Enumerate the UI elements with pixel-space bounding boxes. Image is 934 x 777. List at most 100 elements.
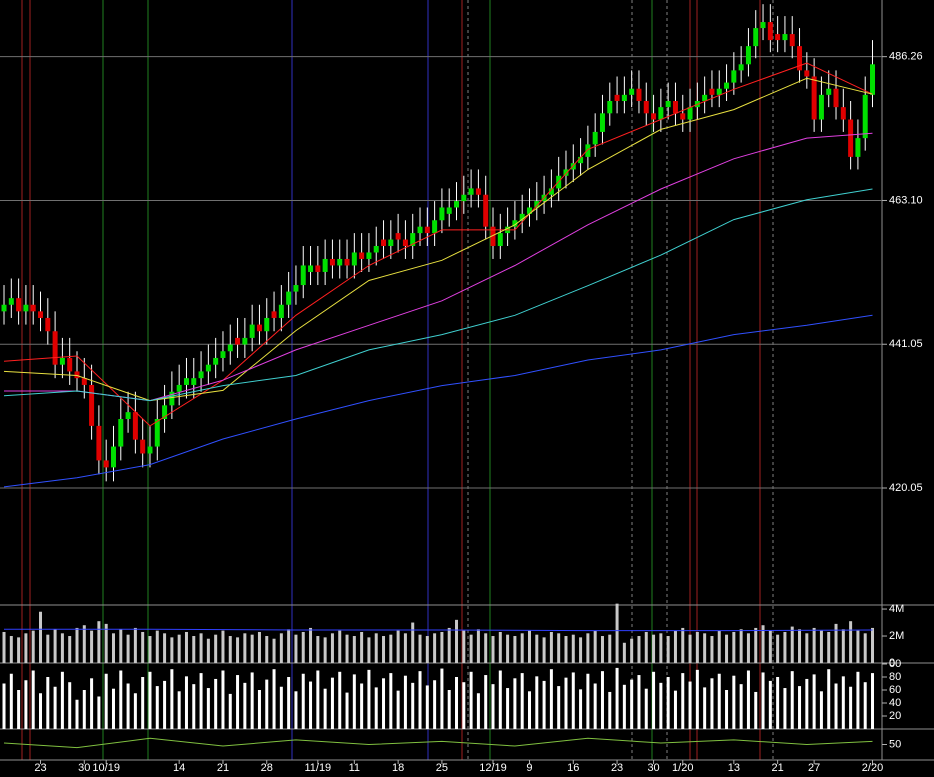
- bar: [805, 678, 809, 729]
- x-tick-label: 21: [772, 762, 784, 774]
- bar: [469, 634, 473, 663]
- bar: [608, 691, 612, 729]
- candle-body: [519, 213, 525, 221]
- bar: [243, 682, 247, 729]
- bar: [819, 691, 823, 729]
- bar: [236, 637, 240, 663]
- bar: [345, 692, 349, 729]
- bar: [673, 630, 677, 663]
- candle-body: [169, 391, 175, 406]
- bar: [257, 631, 261, 663]
- bar: [535, 634, 539, 663]
- candle-body: [497, 233, 503, 247]
- candle-body: [227, 344, 233, 352]
- candle-body: [534, 201, 540, 208]
- bar: [440, 668, 444, 729]
- bar: [841, 676, 845, 729]
- bar: [104, 673, 108, 729]
- candle-body: [709, 88, 715, 95]
- y-tick-label: 2M: [889, 630, 904, 642]
- candle-body: [570, 163, 576, 170]
- candle-body: [366, 252, 372, 259]
- candle-body: [271, 311, 277, 318]
- bar: [586, 633, 590, 663]
- bar: [798, 686, 802, 729]
- bar: [389, 634, 393, 663]
- bar: [652, 671, 656, 729]
- bar: [717, 673, 721, 729]
- bar: [309, 627, 313, 663]
- candle-body: [716, 88, 722, 95]
- bar: [338, 630, 342, 663]
- bar: [491, 684, 495, 729]
- bar: [184, 676, 188, 729]
- candle-body: [45, 317, 51, 332]
- bar: [790, 626, 794, 663]
- candle-body: [417, 226, 423, 234]
- bar: [265, 679, 269, 729]
- candle-body: [475, 188, 481, 195]
- candle-body: [96, 425, 102, 461]
- bar: [199, 633, 203, 663]
- candle-body: [512, 220, 518, 227]
- bar: [498, 631, 502, 663]
- bar: [330, 633, 334, 663]
- candle-body: [432, 220, 438, 234]
- candle-body: [147, 446, 153, 454]
- bar: [768, 630, 772, 663]
- bar: [265, 636, 269, 663]
- bar: [148, 636, 152, 663]
- moving-average: [3, 188, 873, 402]
- candle-body: [745, 46, 751, 65]
- candle-body: [818, 94, 824, 120]
- bar: [75, 699, 79, 729]
- bar: [710, 636, 714, 663]
- candle-body: [658, 107, 664, 120]
- candle-body: [563, 169, 569, 176]
- candle-body: [738, 64, 744, 71]
- bar: [790, 671, 794, 729]
- candle-body: [702, 94, 708, 101]
- bar: [798, 629, 802, 663]
- x-tick-label: 30: [78, 762, 90, 774]
- x-tick-label: 11: [349, 762, 360, 774]
- y-tick-label: 20: [889, 710, 901, 722]
- x-tick-label: 10/19: [92, 762, 120, 774]
- candle-body: [454, 201, 460, 208]
- bar: [834, 623, 838, 663]
- bar: [133, 693, 137, 729]
- x-tick-label: 23: [611, 762, 623, 774]
- bar: [498, 670, 502, 729]
- candle-body: [870, 64, 876, 95]
- candle-body: [410, 233, 416, 247]
- bar: [739, 684, 743, 729]
- bar: [316, 670, 320, 729]
- bar: [2, 683, 6, 729]
- candle-body: [176, 384, 182, 392]
- x-tick-label: 27: [808, 762, 820, 774]
- candle-body: [724, 82, 730, 89]
- bar: [527, 630, 531, 663]
- x-tick-label: 18: [392, 762, 404, 774]
- candle-body: [388, 239, 394, 247]
- candle-body: [286, 291, 292, 305]
- bar: [316, 636, 320, 663]
- bar: [659, 633, 663, 663]
- bar: [703, 633, 707, 663]
- candle-body: [381, 239, 387, 247]
- bar: [155, 630, 159, 663]
- y-tick-label: 463.10: [889, 194, 923, 206]
- bar: [440, 631, 444, 663]
- bar: [630, 679, 634, 729]
- y-tick-label: 4M: [889, 603, 904, 615]
- candle-body: [38, 311, 44, 318]
- candle-body: [826, 88, 832, 95]
- bar: [637, 675, 641, 729]
- candle-body: [293, 285, 299, 292]
- candle-body: [125, 412, 131, 420]
- bar: [228, 636, 232, 663]
- bar: [447, 690, 451, 729]
- x-tick-label: 25: [436, 762, 448, 774]
- candle-body: [8, 298, 14, 305]
- candle-body: [74, 371, 80, 379]
